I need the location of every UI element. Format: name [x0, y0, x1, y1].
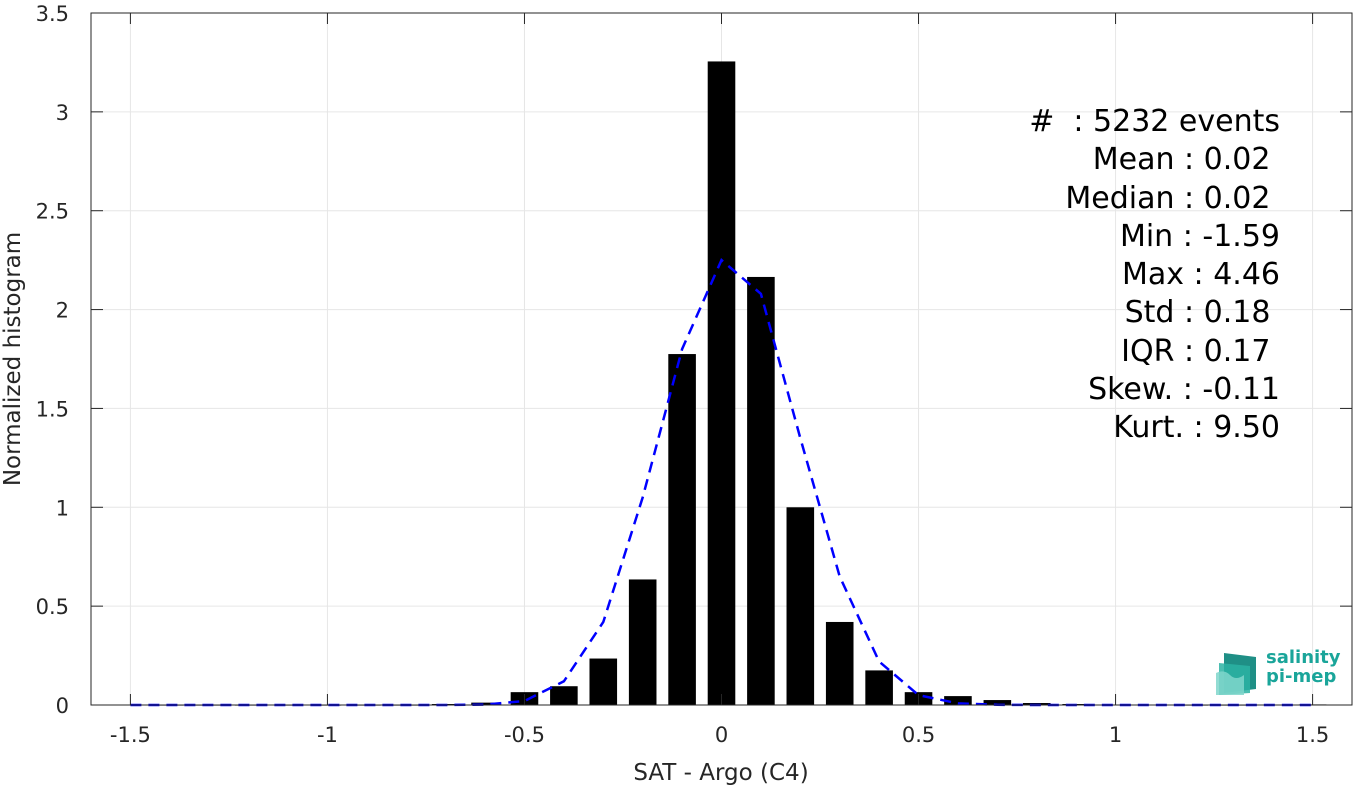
x-tick-label: -1: [317, 723, 338, 747]
y-tick-label: 1.5: [36, 397, 69, 421]
histogram-bar: [550, 686, 578, 705]
y-tick-label: 2.5: [36, 200, 69, 224]
y-axis-label: Normalized histogram: [0, 232, 26, 486]
histogram-bar: [786, 507, 815, 705]
x-tick-label: 0.5: [902, 723, 935, 747]
x-axis-label: SAT - Argo (C4): [633, 760, 808, 786]
y-tick-label: 1: [56, 496, 69, 520]
histogram-bar: [628, 579, 657, 705]
statistics-box: # : 5232 events Mean : 0.02 Median : 0.0…: [960, 103, 1280, 448]
stat-iqr: IQR : 0.17: [1121, 333, 1280, 369]
x-tick-labels: -1.5 -1 -0.5 0 0.5 1 1.5: [110, 723, 1329, 747]
stat-min: Min : -1.59: [1119, 218, 1280, 254]
y-tick-label: 0.5: [36, 595, 69, 619]
histogram-bar: [983, 700, 1012, 705]
y-tick-label: 3: [56, 101, 69, 125]
stat-median: Median : 0.02: [1065, 180, 1280, 216]
logo-line1: salinity: [1266, 647, 1341, 668]
stat-mean: Mean : 0.02: [1092, 142, 1280, 178]
histogram-bar: [825, 621, 854, 705]
x-tick-label: 1.5: [1296, 723, 1329, 747]
histogram-bars: [116, 61, 1327, 706]
salinity-pimep-logo: salinity pi-mep: [1216, 647, 1346, 695]
histogram-bar: [865, 670, 893, 705]
y-tick-label: 2: [56, 299, 69, 323]
axes-frame: [90, 12, 1353, 706]
stat-max: Max : 4.46: [1122, 257, 1280, 293]
x-tick-label: 1: [1109, 723, 1122, 747]
logo-wave-icon: [1216, 653, 1256, 695]
logo-line2: pi-mep: [1266, 666, 1337, 687]
x-tick-label: -1.5: [110, 723, 151, 747]
y-tick-label: 3.5: [36, 2, 69, 26]
stat-skew: Skew. : -0.11: [1088, 372, 1280, 408]
histogram-bar: [589, 658, 618, 705]
x-tick-label: 0: [715, 723, 728, 747]
y-tick-labels: 0 0.5 1 1.5 2 2.5 3 3.5: [36, 2, 69, 718]
stat-events: # : 5232 events: [1029, 104, 1280, 139]
histogram-bar: [471, 702, 499, 705]
plot-frame: [90, 12, 1353, 706]
histogram-bar: [944, 696, 972, 705]
histogram-bar: [668, 354, 696, 705]
stat-kurt: Kurt. : 9.50: [1113, 410, 1280, 446]
fit-curve: [130, 258, 1313, 707]
x-tick-label: -0.5: [504, 723, 545, 747]
histogram-bar: [707, 61, 736, 705]
y-tick-label: 0: [56, 694, 69, 718]
histogram-bar: [747, 276, 775, 705]
stat-std: Std : 0.18: [1124, 295, 1280, 331]
fit-curve-group: [130, 258, 1313, 707]
